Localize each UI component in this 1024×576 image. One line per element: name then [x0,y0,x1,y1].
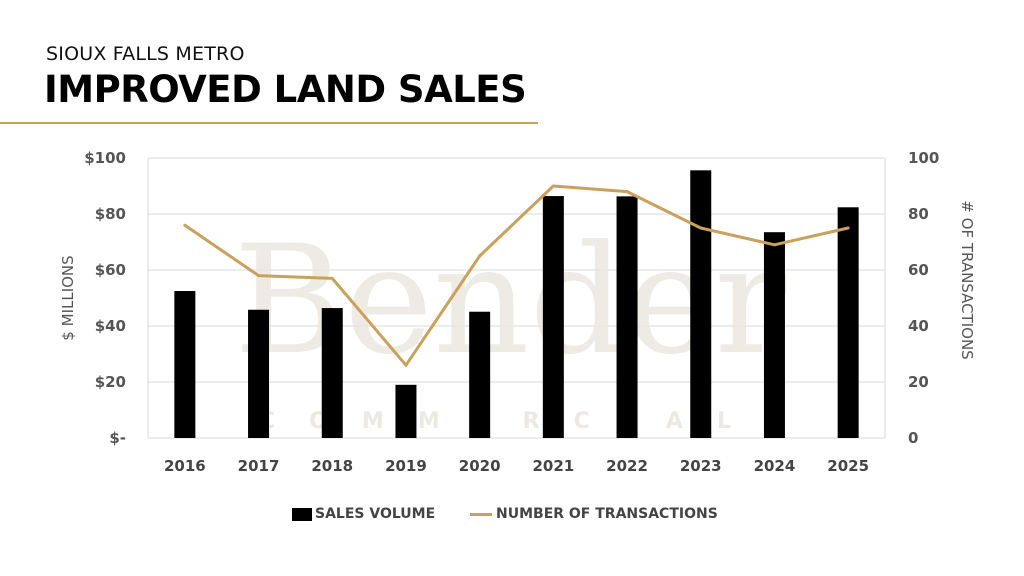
y-axis-label-left: $ MILLIONS [59,255,77,340]
y-tick-left: $60 [95,261,126,279]
y-tick-left: $20 [95,373,126,391]
bar-sales-volume-2020 [469,311,491,438]
y-axis-label-right: # OF TRANSACTIONS [958,200,976,359]
x-tick: 2018 [311,457,353,475]
legend-label: NUMBER OF TRANSACTIONS [496,506,718,522]
x-tick: 2020 [459,457,501,475]
line-transactions [184,184,849,367]
x-tick: 2017 [238,457,280,475]
y-tick-right: 20 [908,373,929,391]
y-tick-right: 60 [908,261,929,279]
bar-sales-volume-2017 [248,309,270,438]
bar-sales-volume-2023 [690,170,712,438]
bar-sales-volume-2025 [837,207,859,438]
x-tick: 2024 [754,457,796,475]
point-transactions-2016 [183,223,187,227]
x-tick: 2016 [164,457,206,475]
y-tick-right: 80 [908,205,929,223]
legend-item-transactions: NUMBER OF TRANSACTIONS [470,506,718,522]
title-underline [0,122,538,124]
chart-title: IMPROVED LAND SALES [44,68,527,111]
x-tick: 2019 [385,457,427,475]
point-transactions-2022 [625,190,629,194]
point-transactions-2017 [257,274,261,278]
bar-sales-volume-2016 [174,291,196,438]
bar-sales-volume-2024 [763,232,785,438]
legend-swatch-bar [292,507,312,521]
x-tick: 2023 [680,457,722,475]
x-tick: 2021 [532,457,574,475]
point-transactions-2019 [404,363,408,367]
legend-item-sales-volume: SALES VOLUME [292,506,435,522]
y-tick-left: $40 [95,317,126,335]
x-tick: 2025 [827,457,869,475]
bar-sales-volume-2018 [321,308,343,438]
legend-swatch-line [470,512,492,516]
bar-sales-volume-2021 [542,196,564,438]
point-transactions-2021 [551,184,555,188]
y-tick-left: $100 [84,149,126,167]
y-tick-left: $- [109,429,126,447]
point-transactions-2025 [846,226,850,230]
chart-subtitle: SIOUX FALLS METRO [46,43,245,65]
point-transactions-2024 [772,243,776,247]
point-transactions-2020 [478,254,482,258]
y-tick-right: 0 [908,429,918,447]
bar-sales-volume-2022 [616,196,638,438]
y-tick-right: 40 [908,317,929,335]
y-tick-right: 100 [908,149,939,167]
point-transactions-2018 [330,276,334,280]
x-tick: 2022 [606,457,648,475]
point-transactions-2023 [699,226,703,230]
legend-label: SALES VOLUME [315,506,436,522]
bar-sales-volume-2019 [395,384,417,438]
y-tick-left: $80 [95,205,126,223]
